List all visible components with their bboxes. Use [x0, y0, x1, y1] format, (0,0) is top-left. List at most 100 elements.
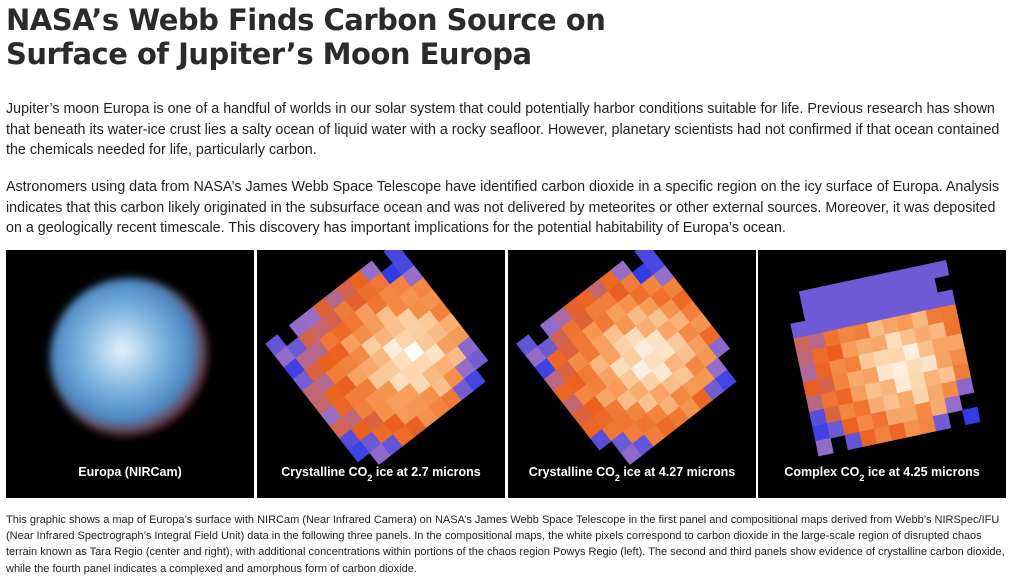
map-pixel [943, 318, 962, 338]
map-pixel [825, 343, 845, 363]
map-pixel [849, 308, 868, 327]
map-pixel [841, 417, 860, 436]
map-pixel [831, 296, 850, 315]
label-part: 2 [615, 473, 620, 483]
map-pixel [926, 383, 945, 403]
map-pixel [869, 334, 889, 353]
map-pixel [805, 317, 824, 336]
map-pixel [900, 404, 919, 423]
map-pixel [888, 422, 908, 441]
map-pixel [849, 384, 869, 403]
map-pixel [855, 337, 874, 356]
map-pixel [796, 349, 816, 369]
map-pixel [866, 319, 886, 339]
label-part: ice at 2.7 microns [372, 465, 480, 479]
map-pixel [908, 372, 928, 391]
map-pixel [916, 263, 935, 282]
map-pixel [815, 437, 834, 457]
map-pixel [853, 399, 872, 418]
map-pixel [910, 310, 930, 329]
map-pixel [904, 280, 924, 300]
map-pixel [955, 377, 975, 396]
map-pixel [834, 311, 853, 330]
label-part: Crystalline CO [281, 465, 367, 479]
map-pixel [832, 373, 851, 392]
label-part: Crystalline CO [529, 465, 615, 479]
map-pixel [828, 281, 847, 301]
panel-label: Complex CO2 ice at 4.25 microns [784, 465, 979, 483]
map-pixel [826, 420, 846, 439]
label-part: Europa (NIRCam) [78, 465, 181, 479]
map-pixel [867, 396, 887, 415]
label-part: ice at 4.25 microns [864, 465, 979, 479]
co2-map [790, 260, 981, 457]
map-pixel [852, 322, 871, 342]
map-pixel [708, 336, 731, 359]
map-pixel [884, 331, 904, 350]
map-pixel [835, 387, 854, 407]
map-pixel [885, 407, 904, 427]
map-pixel [840, 340, 860, 359]
label-part: Complex CO [784, 465, 859, 479]
map-pixel [817, 376, 836, 395]
map-pixel [870, 410, 890, 430]
article-title: NASA’s Webb Finds Carbon Source on Surfa… [6, 3, 606, 71]
map-pixel [861, 366, 880, 386]
map-pixel [872, 272, 891, 291]
map-pixel [931, 336, 951, 355]
map-pixel [914, 324, 933, 344]
map-pixel [952, 362, 972, 382]
map-pixel [899, 328, 918, 347]
panel-label: Crystalline CO2 ice at 2.7 microns [281, 465, 481, 483]
map-pixel [919, 277, 938, 297]
map-pixel [823, 405, 843, 424]
label-part: 2 [859, 473, 864, 483]
map-pixel [946, 333, 965, 352]
map-pixel [922, 292, 941, 311]
map-pixel [809, 408, 828, 427]
map-pixel [918, 416, 937, 435]
map-pixel [923, 368, 942, 388]
map-pixel [814, 361, 833, 380]
map-pixel [822, 329, 842, 348]
map-pixel [463, 369, 486, 392]
map-pixel [930, 260, 950, 279]
map-pixel [932, 413, 952, 432]
map-pixel [879, 378, 898, 397]
map-pixel [896, 313, 915, 332]
map-pixel [875, 287, 894, 306]
map-pixel [843, 355, 863, 374]
map-pixel [894, 375, 913, 394]
label-part: 2 [367, 473, 372, 483]
map-pixel [907, 295, 927, 315]
map-pixel [903, 419, 922, 438]
map-pixel [793, 335, 812, 354]
co2-map [516, 250, 737, 465]
paragraph: Jupiter’s moon Europa is one of a handfu… [6, 101, 1000, 158]
map-pixel [882, 393, 901, 412]
map-pixel [928, 321, 948, 341]
map-pixel [887, 345, 907, 365]
map-pixel [859, 428, 878, 447]
map-pixel [805, 393, 825, 413]
map-pixel [878, 301, 897, 321]
map-pixel [937, 289, 956, 308]
map-pixel [881, 316, 900, 335]
map-pixel [845, 293, 865, 312]
map-pixel [905, 357, 924, 376]
label-part: ice at 4.27 microns [620, 465, 735, 479]
map-pixel [466, 348, 489, 371]
map-pixel [856, 413, 875, 433]
map-pixel [962, 406, 981, 426]
map-pixel [864, 381, 884, 400]
map-pixel [858, 352, 877, 371]
map-pixel [798, 288, 818, 307]
map-pixel [889, 284, 909, 303]
map-pixel [897, 389, 916, 409]
map-pixel [890, 360, 910, 379]
map-pixel [941, 380, 960, 399]
map-pixel [911, 386, 931, 406]
figure: Europa (NIRCam) Crystalline CO2 ice at 2.… [6, 250, 1006, 498]
map-pixel [857, 275, 876, 295]
